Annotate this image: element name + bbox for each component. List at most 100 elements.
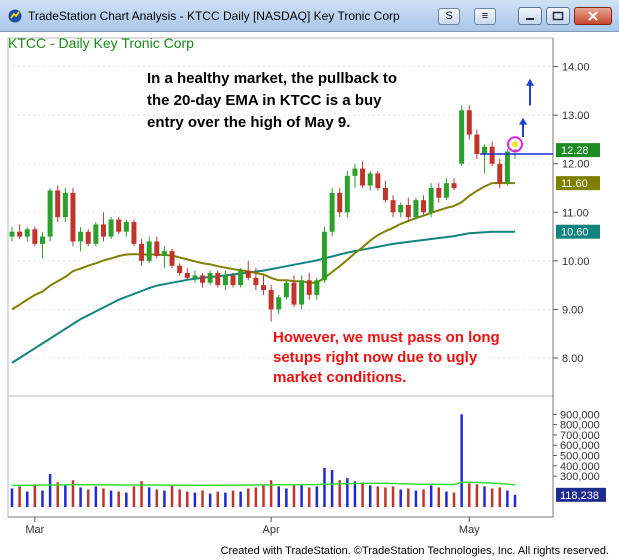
- annotation-bottom-line-1: However, we must pass on long: [273, 329, 500, 346]
- volume-tick-label: 300,000: [560, 471, 600, 483]
- volume-bar: [262, 485, 265, 507]
- candle-body: [32, 229, 38, 244]
- price-chart[interactable]: 8.00 9.00 10.00 11.00 12.00 13.00 14.00 300,000…: [0, 32, 619, 544]
- candle-body: [230, 275, 236, 286]
- volume-bar: [201, 490, 204, 507]
- volume-bar: [414, 490, 418, 507]
- volume-bar: [460, 414, 463, 507]
- window-title: TradeStation Chart Analysis - KTCC Daily…: [28, 9, 400, 23]
- candle-body: [222, 275, 228, 286]
- maximize-button[interactable]: [546, 7, 570, 25]
- volume-bar: [376, 486, 380, 507]
- volume-tick-label: 900,000: [560, 409, 600, 421]
- volume-bar: [109, 490, 113, 507]
- candle-body: [497, 163, 503, 184]
- candle-body: [93, 224, 99, 244]
- volume-bar: [79, 487, 82, 507]
- candle-body: [215, 273, 221, 286]
- volume-bar: [193, 492, 197, 507]
- candles-layer: [9, 105, 518, 322]
- volume-tick-label: 600,000: [560, 440, 600, 452]
- candle-body: [344, 175, 350, 213]
- volume-bar: [64, 485, 67, 507]
- volume-bar: [452, 492, 456, 507]
- candle-body: [62, 192, 68, 218]
- volume-tick-label: 700,000: [560, 430, 600, 442]
- volume-bar: [498, 487, 502, 507]
- candle-body: [238, 270, 244, 286]
- candle-body: [367, 173, 373, 186]
- minimize-button[interactable]: [518, 7, 542, 25]
- candle-body: [474, 134, 480, 154]
- arrow-small-head: [519, 117, 527, 125]
- volume-bar: [102, 488, 105, 507]
- candle-body: [283, 282, 289, 298]
- price-tick-label: 9.00: [562, 304, 583, 316]
- volume-bar: [231, 490, 235, 507]
- candle-body: [276, 297, 282, 310]
- candle-body: [382, 188, 388, 201]
- volume-tick-label: 800,000: [560, 420, 600, 432]
- candle-body: [405, 205, 411, 218]
- arrow-large-head: [526, 78, 534, 86]
- volume-bar: [155, 489, 159, 507]
- candle-body: [459, 110, 465, 164]
- volume-tag-box: [556, 487, 606, 502]
- s-button-label: S: [445, 10, 453, 22]
- volume-bar: [132, 486, 136, 507]
- window-titlebar: TradeStation Chart Analysis - KTCC Daily…: [0, 0, 619, 32]
- candle-body: [360, 168, 366, 186]
- volume-bar: [48, 474, 52, 507]
- annotation-marks: [480, 78, 553, 155]
- candle-body: [268, 290, 274, 310]
- volume-bar: [506, 490, 509, 507]
- ema50-line: [11, 230, 515, 364]
- volume-bar: [117, 491, 120, 507]
- chart-legend: KTCC - Daily Key Tronic Corp: [8, 35, 194, 51]
- candle-body: [443, 183, 449, 198]
- volume-bar: [361, 482, 364, 507]
- candle-body: [161, 251, 167, 256]
- volume-bar: [353, 481, 357, 507]
- annotation-top-line-2: the 20-day EMA in KTCC is a buy: [147, 92, 382, 109]
- volume-bar: [269, 480, 273, 507]
- volume-bar: [346, 478, 349, 507]
- candle-body: [47, 190, 53, 237]
- candle-body: [245, 270, 251, 278]
- volume-tag-label: 118,238: [560, 490, 599, 502]
- annotation-bottom-line-2: setups right now due to ugly: [273, 349, 478, 366]
- annotation-top-line-1: In a healthy market, the pullback to: [147, 70, 397, 87]
- volume-layer: [10, 414, 517, 507]
- volume-bar: [18, 486, 21, 507]
- candle-body: [177, 265, 183, 273]
- volume-bar: [208, 493, 212, 507]
- volume-bar: [71, 480, 75, 507]
- candle-body: [253, 277, 259, 286]
- candle-body: [169, 251, 175, 266]
- close-button[interactable]: [574, 7, 612, 25]
- price-tag-box: [556, 143, 600, 158]
- menu-button[interactable]: ≡: [474, 8, 496, 25]
- candle-body: [55, 190, 61, 218]
- price-tick-label: 12.00: [562, 159, 590, 171]
- candle-body: [329, 192, 335, 232]
- candle-body: [321, 231, 327, 281]
- volume-bar: [10, 488, 14, 507]
- volume-bar: [247, 488, 250, 507]
- volume-bar: [125, 492, 128, 507]
- volume-bar: [368, 485, 372, 507]
- candle-body: [24, 229, 30, 237]
- candle-body: [413, 200, 419, 218]
- volume-bar: [292, 485, 296, 507]
- s-button[interactable]: S: [438, 8, 460, 25]
- volume-bar: [330, 469, 334, 507]
- volume-bar: [513, 494, 517, 507]
- candle-body: [139, 243, 145, 261]
- price-tick-label: 10.00: [562, 256, 590, 268]
- volume-bar: [163, 490, 166, 507]
- volume-bar: [41, 490, 44, 507]
- volume-bar: [224, 492, 227, 507]
- maximize-icon: [552, 11, 564, 21]
- volume-bar: [147, 487, 151, 507]
- candle-body: [337, 192, 343, 213]
